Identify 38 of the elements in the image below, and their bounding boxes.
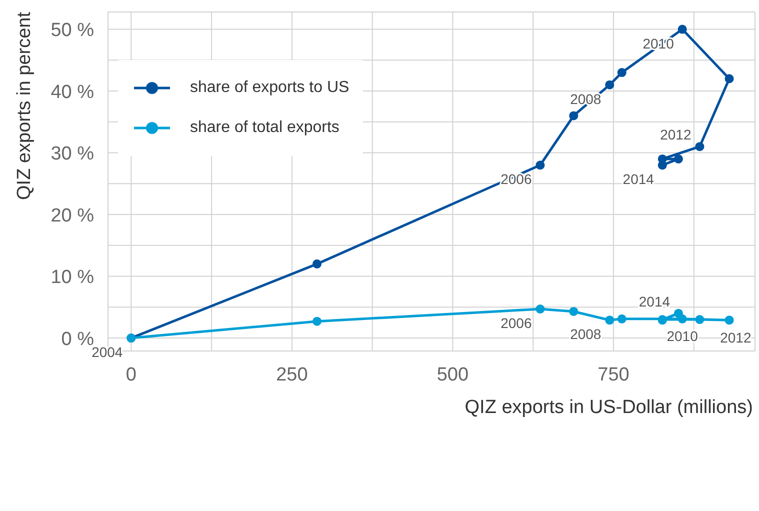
point (724, 316, 734, 325)
x-tick-label: 250 (276, 364, 308, 386)
annotation: 2008 (570, 326, 602, 342)
point (312, 259, 322, 268)
annotation: 2006 (500, 315, 532, 332)
point (312, 316, 322, 326)
y-tick-label: 30 % (50, 144, 94, 165)
annotation: 2010 (666, 328, 698, 344)
point (605, 316, 614, 325)
point (695, 315, 704, 324)
point (674, 308, 683, 318)
point (674, 154, 683, 164)
point (617, 314, 626, 324)
y-tick-label: 10 % (50, 267, 94, 288)
y-tick-label: 50 % (50, 20, 94, 42)
annotation: 2012 (720, 330, 752, 346)
annotation: 2004 (92, 344, 123, 360)
annotation: 2012 (660, 126, 692, 143)
point (536, 304, 545, 314)
x-tick-label: 750 (598, 364, 630, 386)
point (569, 111, 578, 120)
point (605, 80, 614, 90)
x-tick-label: 500 (436, 364, 469, 386)
point (569, 306, 578, 316)
x-tick-label: 0 (126, 364, 136, 386)
annotation: 2014 (622, 171, 654, 188)
point (617, 68, 626, 78)
point (536, 160, 545, 170)
legend-label: share of exports to US (190, 79, 350, 97)
annotation: 2014 (638, 293, 670, 310)
y-tick-label: 20 % (50, 205, 94, 226)
point (724, 74, 734, 84)
x-axis-title: QIZ exports in US-Dollar (millions) (464, 397, 753, 418)
y-axis-title: QIZ exports in percent (14, 11, 35, 200)
point (695, 142, 704, 152)
legend-label: share of total exports (190, 119, 340, 137)
point (678, 24, 687, 34)
y-tick-label: 40 % (50, 82, 94, 103)
